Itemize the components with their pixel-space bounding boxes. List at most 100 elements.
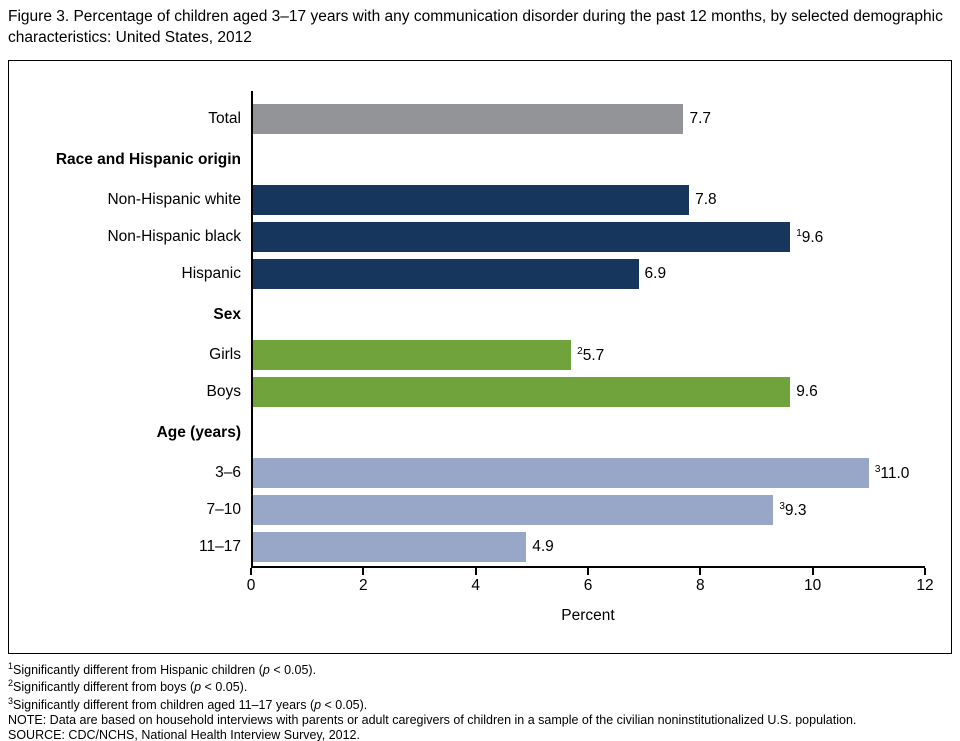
value-label: 7.7 bbox=[689, 110, 712, 128]
bar bbox=[251, 222, 791, 253]
footnote-superscript: 1 bbox=[8, 660, 14, 671]
bar bbox=[251, 495, 774, 526]
value-label: 4.9 bbox=[532, 538, 554, 556]
x-axis-tick-label: 10 bbox=[804, 576, 822, 594]
category-label: Non-Hispanic black bbox=[107, 228, 241, 246]
category-label: 3–6 bbox=[215, 464, 241, 482]
significance-superscript: 1 bbox=[796, 227, 802, 239]
chart-panel: Total 7.7 Race and Hispanic origin Non-Hisp… bbox=[8, 59, 952, 654]
footnotes: 1Significantly different from Hispanic c… bbox=[8, 661, 952, 741]
bar bbox=[251, 104, 684, 135]
bar-zone bbox=[251, 411, 925, 455]
group-header-row: Sex bbox=[9, 293, 925, 337]
x-axis-tick bbox=[250, 567, 252, 575]
x-axis-tick-label: 0 bbox=[246, 576, 256, 594]
footnote-line: NOTE: Data are based on household interv… bbox=[8, 713, 952, 728]
bar-row: 3–6 311.0 bbox=[9, 455, 925, 492]
category-label: 11–17 bbox=[199, 538, 241, 556]
bar-rows: Total 7.7 Race and Hispanic origin Non-Hisp… bbox=[9, 101, 925, 566]
bar bbox=[251, 532, 527, 563]
footnote-text: SOURCE: CDC/NCHS, National Health Interv… bbox=[8, 728, 360, 741]
category-label: Boys bbox=[206, 383, 241, 401]
bar bbox=[251, 458, 869, 489]
footnote-text: p bbox=[314, 697, 322, 712]
value-label: 19.6 bbox=[796, 227, 824, 246]
bar-zone bbox=[251, 138, 925, 182]
x-axis-tick-labels: 0 2 4 6 8 10 12 bbox=[247, 576, 934, 597]
footnote-line: 2Significantly different from boys (p < … bbox=[8, 678, 952, 695]
x-axis-tick-label: 6 bbox=[583, 576, 593, 594]
footnote-superscript: 2 bbox=[8, 678, 14, 689]
bar bbox=[251, 259, 639, 290]
x-axis-line bbox=[250, 565, 926, 575]
bar-zone: 6.9 bbox=[251, 256, 925, 293]
footnote-text: NOTE: Data are based on household interv… bbox=[8, 712, 857, 727]
bar-row: Boys 9.6 bbox=[9, 374, 925, 411]
bar bbox=[251, 377, 791, 408]
bar-zone: 25.7 bbox=[251, 337, 925, 374]
footnote-text: p bbox=[262, 662, 270, 677]
value-label: 7.8 bbox=[695, 191, 717, 209]
footnote-text: Significantly different from boys ( bbox=[13, 680, 195, 695]
x-axis-tick bbox=[362, 567, 365, 575]
bar-zone: 7.7 bbox=[251, 101, 925, 138]
value-label: 39.3 bbox=[779, 500, 807, 519]
footnote-text: Significantly different from Hispanic ch… bbox=[13, 662, 263, 677]
group-header-label: Race and Hispanic origin bbox=[55, 150, 241, 168]
group-header-label: Age (years) bbox=[156, 423, 241, 441]
category-label: Girls bbox=[209, 346, 241, 364]
x-axis-tick-label: 4 bbox=[471, 576, 480, 594]
value-label: 6.9 bbox=[644, 265, 667, 283]
bar-zone: 9.6 bbox=[251, 374, 925, 411]
footnote-line: 3Significantly different from children a… bbox=[8, 696, 952, 713]
significance-superscript: 2 bbox=[577, 345, 583, 357]
bar-row: Non-Hispanic white 7.8 bbox=[9, 182, 925, 219]
bar-zone: 7.8 bbox=[251, 182, 925, 219]
bar-row: 11–17 4.9 bbox=[9, 529, 925, 566]
bar-row: Non-Hispanic black 19.6 bbox=[9, 219, 925, 256]
footnote-line: 1Significantly different from Hispanic c… bbox=[8, 661, 952, 678]
category-label: Non-Hispanic white bbox=[107, 191, 241, 209]
group-header-row: Race and Hispanic origin bbox=[9, 138, 925, 182]
footnote-line: SOURCE: CDC/NCHS, National Health Interv… bbox=[8, 728, 952, 741]
value-label: 25.7 bbox=[577, 345, 605, 364]
bar-zone: 311.0 bbox=[251, 455, 925, 492]
bar bbox=[251, 185, 690, 216]
y-axis-line bbox=[251, 90, 253, 568]
category-label: Total bbox=[208, 110, 241, 128]
x-axis-tick bbox=[699, 567, 702, 575]
footnote-text: Significantly different from children ag… bbox=[13, 697, 315, 712]
bar-row: Hispanic 6.9 bbox=[9, 256, 925, 293]
value-label: 9.6 bbox=[796, 383, 818, 401]
bar-zone: 19.6 bbox=[251, 219, 925, 256]
x-axis-tick bbox=[474, 567, 477, 575]
bar-row: Girls 25.7 bbox=[9, 337, 925, 374]
group-header-row: Age (years) bbox=[9, 411, 925, 455]
significance-superscript: 3 bbox=[874, 463, 881, 475]
bar bbox=[251, 340, 572, 371]
bar-row: 7–10 39.3 bbox=[9, 492, 925, 529]
x-axis-tick bbox=[811, 567, 814, 575]
category-label: 7–10 bbox=[206, 501, 241, 519]
figure-title: Figure 3. Percentage of children aged 3–… bbox=[8, 8, 943, 47]
footnote-text: < 0.05). bbox=[269, 662, 317, 677]
footnote-superscript: 3 bbox=[8, 695, 14, 706]
x-axis-tick-label: 8 bbox=[696, 576, 705, 594]
x-axis-title: Percent bbox=[561, 606, 615, 624]
bar-zone: 4.9 bbox=[251, 529, 925, 566]
footnote-text: < 0.05). bbox=[201, 680, 248, 695]
x-axis-tick bbox=[587, 567, 589, 575]
footnote-text: p bbox=[194, 680, 202, 695]
x-axis-tick-label: 2 bbox=[359, 576, 368, 594]
bar-zone bbox=[251, 293, 925, 337]
bar-row: Total 7.7 bbox=[9, 101, 925, 138]
group-header-label: Sex bbox=[213, 305, 241, 323]
x-axis-tick bbox=[924, 567, 926, 575]
significance-superscript: 3 bbox=[779, 500, 785, 512]
footnote-text: < 0.05). bbox=[321, 697, 368, 712]
value-label: 311.0 bbox=[874, 463, 910, 482]
category-label: Hispanic bbox=[181, 265, 241, 283]
x-axis-tick-label: 12 bbox=[916, 576, 934, 594]
bar-zone: 39.3 bbox=[251, 492, 925, 529]
